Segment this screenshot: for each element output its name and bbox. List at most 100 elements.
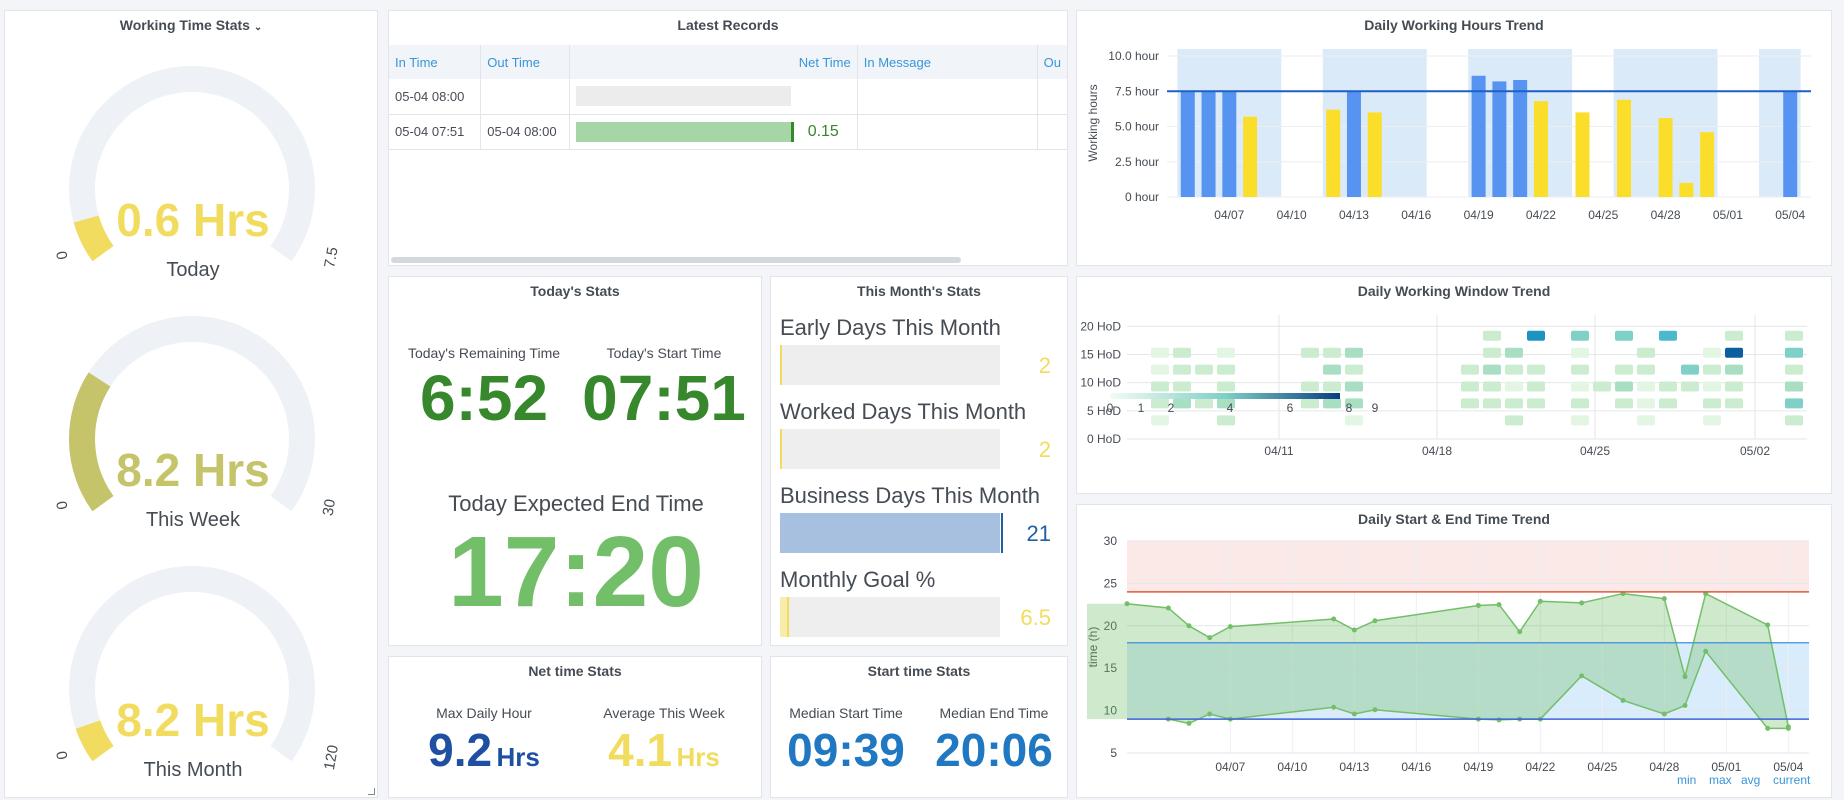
heatmap-cell (1217, 364, 1235, 375)
net-time-value: 0.15 (807, 122, 839, 140)
heatmap-cell (1785, 364, 1803, 375)
column-header[interactable]: In Time (389, 45, 482, 79)
heatmap-cell (1217, 347, 1235, 358)
heatmap-cell (1637, 364, 1655, 375)
heatmap-cell (1659, 398, 1677, 409)
cell-net-time: 0.15 (569, 114, 858, 150)
heatmap-cell (1725, 381, 1743, 392)
column-header[interactable]: In Message (857, 45, 1038, 79)
heatmap-cell (1151, 347, 1169, 358)
heatmap-cell (1637, 381, 1655, 392)
start-time-point (1703, 648, 1709, 654)
heatmap-cell (1195, 398, 1213, 409)
legend-tick: 8 (1346, 401, 1353, 415)
heatmap-cell (1703, 415, 1721, 426)
heatmap-cell (1151, 381, 1169, 392)
column-header[interactable]: Ou (1037, 45, 1067, 79)
y-tick-label: 15 (1104, 661, 1118, 675)
gauge-fill (69, 372, 114, 512)
legend-max[interactable]: max (1709, 773, 1732, 787)
gauge-week-max: 30 (319, 497, 340, 518)
y-tick-label: 25 (1104, 576, 1118, 590)
cell-in-message (857, 114, 1038, 150)
y-tick-label: 0 HoD (1087, 432, 1121, 446)
heatmap-cell (1483, 398, 1501, 409)
hours-trend-panel: Daily Working Hours Trend 0 hour 2.5 hour… (1076, 10, 1832, 266)
legend-current[interactable]: current (1773, 773, 1811, 787)
table-header: In Time Out Time Net Time In Message Ou (389, 45, 1067, 79)
panel-title[interactable]: This Month's Stats (857, 283, 981, 299)
bar (1513, 80, 1528, 197)
bar (1492, 81, 1507, 197)
horizontal-scrollbar[interactable] (391, 257, 961, 263)
heatmap-cell (1323, 381, 1341, 392)
end-time-point (1537, 598, 1543, 604)
resize-handle-icon[interactable] (368, 788, 375, 795)
heatmap-cell (1461, 398, 1479, 409)
heatmap-cell (1151, 364, 1169, 375)
chevron-down-icon[interactable]: ⌄ (253, 22, 263, 33)
legend-tick: 0 (1107, 401, 1114, 415)
heatmap-cell (1461, 381, 1479, 392)
start-time-value: 07:51 (582, 362, 746, 434)
expected-end-label: Today Expected End Time (448, 491, 704, 516)
column-header[interactable]: Out Time (480, 45, 571, 79)
panel-title[interactable]: Daily Start & End Time Trend (1358, 511, 1550, 527)
heatmap-cell (1527, 398, 1545, 409)
x-tick-label: 05/02 (1740, 444, 1770, 458)
end-time-point (1496, 602, 1502, 608)
end-time-point (1186, 623, 1192, 629)
legend-avg[interactable]: avg (1741, 773, 1761, 787)
panel-title[interactable]: Daily Working Window Trend (1357, 283, 1551, 299)
heatmap-cell (1681, 364, 1699, 375)
table-row[interactable]: 05-04 08:00 (389, 79, 1067, 115)
cell-in-time: 05-04 07:51 (389, 114, 482, 150)
panel-title[interactable]: Today's Stats (530, 283, 620, 299)
hours-trend-chart: 0 hour 2.5 hour 5.0 hour 7.5 hour 10.0 hour W… (1086, 49, 1811, 222)
heatmap-cell (1637, 347, 1655, 358)
working-time-stats-panel: Working Time Stats ⌄ 0.6 Hrs Today 0 7.5… (4, 10, 378, 798)
y-tick-label: 10.0 hour (1108, 49, 1159, 63)
y-axis-label: Working hours (1086, 84, 1100, 161)
heatmap-cell (1323, 364, 1341, 375)
bar (1533, 101, 1548, 197)
y-tick-label: 10 (1104, 704, 1118, 718)
start-time-point (1372, 707, 1378, 713)
x-tick-label: 05/01 (1713, 208, 1743, 222)
end-time-point (1661, 596, 1667, 602)
y-tick-label: 0 hour (1125, 190, 1159, 204)
y-tick-label: 5.0 hour (1115, 120, 1159, 134)
y-tick-label: 20 HoD (1080, 319, 1121, 333)
panel-title[interactable]: Net time Stats (528, 663, 622, 679)
gauge-week-value: 8.2 Hrs (116, 444, 270, 496)
heatmap-cell (1615, 381, 1633, 392)
heatmap-cell (1571, 364, 1589, 375)
today-stats-panel: Today's Stats Today's Remaining Time 6:5… (388, 276, 762, 646)
end-time-point (1579, 600, 1585, 606)
heatmap-cell (1173, 364, 1191, 375)
panel-title[interactable]: Start time Stats (867, 663, 971, 679)
panel-title[interactable]: Working Time Stats ⌄ (119, 17, 263, 33)
bar (1471, 75, 1486, 197)
records-table: In Time Out Time Net Time In Message Ou … (389, 45, 1067, 150)
heatmap-cell (1681, 381, 1699, 392)
x-tick-label: 04/22 (1525, 760, 1555, 774)
panel-title[interactable]: Daily Working Hours Trend (1364, 17, 1544, 33)
table-row[interactable]: 05-04 07:51 05-04 08:00 0.15 (389, 114, 1067, 150)
x-tick-label: 04/28 (1649, 760, 1679, 774)
early-days-bar (780, 345, 1000, 385)
bar (1326, 109, 1341, 197)
heatmap-cell (1151, 415, 1169, 426)
heatmap-cell (1173, 398, 1191, 409)
window-trend-panel: Daily Working Window Trend 0 HoD 5 HoD 10 … (1076, 276, 1832, 494)
heatmap-cell (1571, 398, 1589, 409)
median-start-value: 09:39 (787, 724, 905, 776)
column-header[interactable]: Net Time (569, 45, 858, 79)
bar (1700, 132, 1715, 197)
legend-min[interactable]: min (1677, 773, 1697, 787)
x-tick-label: 04/19 (1463, 760, 1493, 774)
heatmap-cell (1703, 381, 1721, 392)
worked-days-label: Worked Days This Month (780, 399, 1027, 424)
x-tick-label: 05/04 (1775, 208, 1805, 222)
panel-title[interactable]: Latest Records (677, 17, 779, 33)
